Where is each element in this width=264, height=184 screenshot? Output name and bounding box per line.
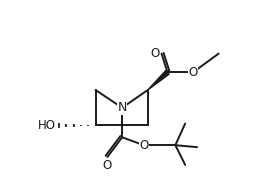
Text: N: N <box>117 101 127 114</box>
Text: O: O <box>150 47 159 60</box>
Polygon shape <box>148 70 169 90</box>
Text: O: O <box>139 139 148 152</box>
Text: HO: HO <box>38 119 56 132</box>
Text: O: O <box>188 66 198 79</box>
Text: O: O <box>103 159 112 172</box>
